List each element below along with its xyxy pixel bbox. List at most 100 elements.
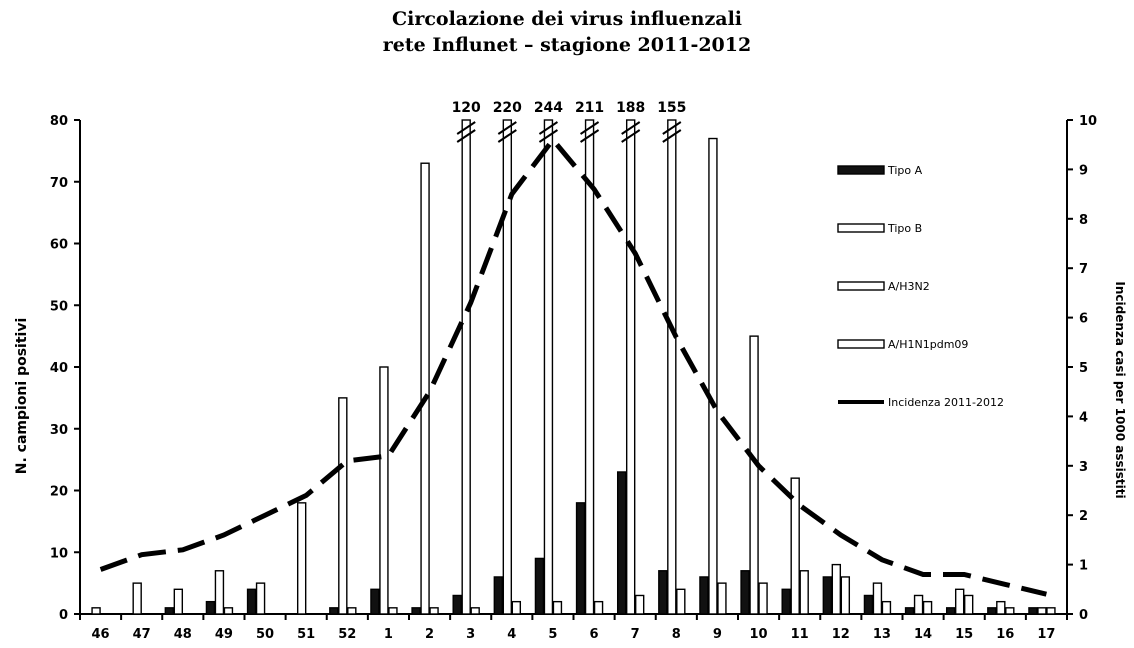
bar-a-h3n2 (348, 608, 356, 614)
x-tick-label: 9 (713, 627, 722, 642)
x-tick-label: 13 (873, 627, 891, 642)
bar-tipo-a (535, 558, 543, 614)
bar-tipo-b (586, 120, 594, 614)
bar-tipo-a (659, 571, 667, 614)
bar-tipo-a (906, 608, 914, 614)
y-right-tick-label: 9 (1079, 163, 1088, 178)
bar-tipo-b (873, 583, 881, 614)
bar-value-label: 220 (493, 100, 522, 116)
x-tick-label: 52 (338, 627, 356, 642)
bar-a-h3n2 (800, 571, 808, 614)
y-right-tick-label: 6 (1079, 312, 1088, 327)
legend-label: Tipo A (887, 164, 923, 177)
bar-tipo-a (248, 589, 256, 614)
bar-tipo-a (371, 589, 379, 614)
bar-a-h3n2 (224, 608, 232, 614)
x-tick-label: 4 (507, 627, 516, 642)
bar-a-h3n2 (1047, 608, 1055, 614)
x-tick-label: 11 (791, 627, 809, 642)
bar-tipo-a (823, 577, 831, 614)
y-right-tick-label: 2 (1079, 509, 1088, 524)
bar-tipo-b (298, 503, 306, 614)
bar-a-h3n2 (1006, 608, 1014, 614)
bar-tipo-b (92, 608, 100, 614)
bar-tipo-a (947, 608, 955, 614)
bar-tipo-b (668, 120, 676, 614)
bar-a-h3n2 (759, 583, 767, 614)
incidence-line (101, 140, 1047, 594)
bar-tipo-a (494, 577, 502, 614)
x-tick-label: 16 (996, 627, 1014, 642)
x-tick-label: 50 (256, 627, 274, 642)
bar-a-h3n2 (512, 602, 520, 614)
bar-a-h3n2 (430, 608, 438, 614)
x-tick-label: 2 (425, 627, 434, 642)
bar-a-h3n2 (841, 577, 849, 614)
y-right-tick-label: 5 (1079, 361, 1088, 376)
x-tick-label: 49 (215, 627, 233, 642)
y-right-tick-label: 0 (1079, 608, 1088, 623)
bar-value-label: 211 (575, 100, 604, 116)
bar-tipo-a (782, 589, 790, 614)
bar-tipo-b (257, 583, 265, 614)
x-tick-label: 15 (955, 627, 973, 642)
bar-tipo-b (956, 589, 964, 614)
bar-tipo-b (832, 565, 840, 614)
bar-tipo-a (1029, 608, 1037, 614)
bar-tipo-a (988, 608, 996, 614)
x-tick-label: 47 (133, 627, 151, 642)
bar-tipo-a (412, 608, 420, 614)
bar-value-label: 155 (657, 100, 686, 116)
bar-value-label: 244 (534, 100, 563, 116)
bar-tipo-b (750, 336, 758, 614)
y-right-tick-label: 8 (1079, 213, 1088, 228)
legend-swatch (838, 224, 884, 232)
bar-tipo-a (330, 608, 338, 614)
bar-tipo-b (133, 583, 141, 614)
y-right-tick-label: 4 (1079, 410, 1088, 425)
x-tick-label: 14 (914, 627, 932, 642)
bar-tipo-b (544, 120, 552, 614)
bar-tipo-a (206, 602, 214, 614)
bar-tipo-b (997, 602, 1005, 614)
bar-tipo-b (215, 571, 223, 614)
legend-label: Incidenza 2011-2012 (888, 396, 1004, 409)
x-tick-label: 5 (548, 627, 557, 642)
bar-a-h3n2 (471, 608, 479, 614)
y-tick-label: 20 (50, 485, 68, 500)
y-tick-label: 70 (50, 176, 68, 191)
y-right-tick-label: 7 (1079, 262, 1088, 277)
bar-tipo-b (1038, 608, 1046, 614)
bar-a-h3n2 (924, 602, 932, 614)
bar-a-h3n2 (636, 595, 644, 614)
bar-tipo-b (462, 120, 470, 614)
y-tick-label: 60 (50, 238, 68, 253)
y-tick-label: 50 (50, 299, 68, 314)
bar-a-h3n2 (965, 595, 973, 614)
y-tick-label: 10 (50, 546, 68, 561)
legend-swatch (838, 340, 884, 348)
bar-a-h3n2 (677, 589, 685, 614)
bar-tipo-a (741, 571, 749, 614)
bar-tipo-a (577, 503, 585, 614)
bar-tipo-a (618, 472, 626, 614)
x-tick-label: 51 (297, 627, 315, 642)
bar-tipo-b (174, 589, 182, 614)
legend-label: A/H1N1pdm09 (888, 338, 968, 351)
x-tick-label: 46 (92, 627, 110, 642)
y-axis-label: N. campioni positivi (14, 318, 30, 475)
y-right-tick-label: 3 (1079, 460, 1088, 475)
bar-tipo-a (165, 608, 173, 614)
bar-tipo-b (627, 120, 635, 614)
y-tick-label: 30 (50, 423, 68, 438)
y-right-tick-label: 10 (1079, 114, 1097, 129)
bar-value-label: 120 (452, 100, 481, 116)
x-tick-label: 10 (750, 627, 768, 642)
bar-a-h3n2 (553, 602, 561, 614)
x-tick-label: 6 (590, 627, 599, 642)
bar-value-label: 188 (616, 100, 645, 116)
bar-a-h3n2 (595, 602, 603, 614)
x-tick-label: 8 (672, 627, 681, 642)
x-tick-label: 48 (174, 627, 192, 642)
